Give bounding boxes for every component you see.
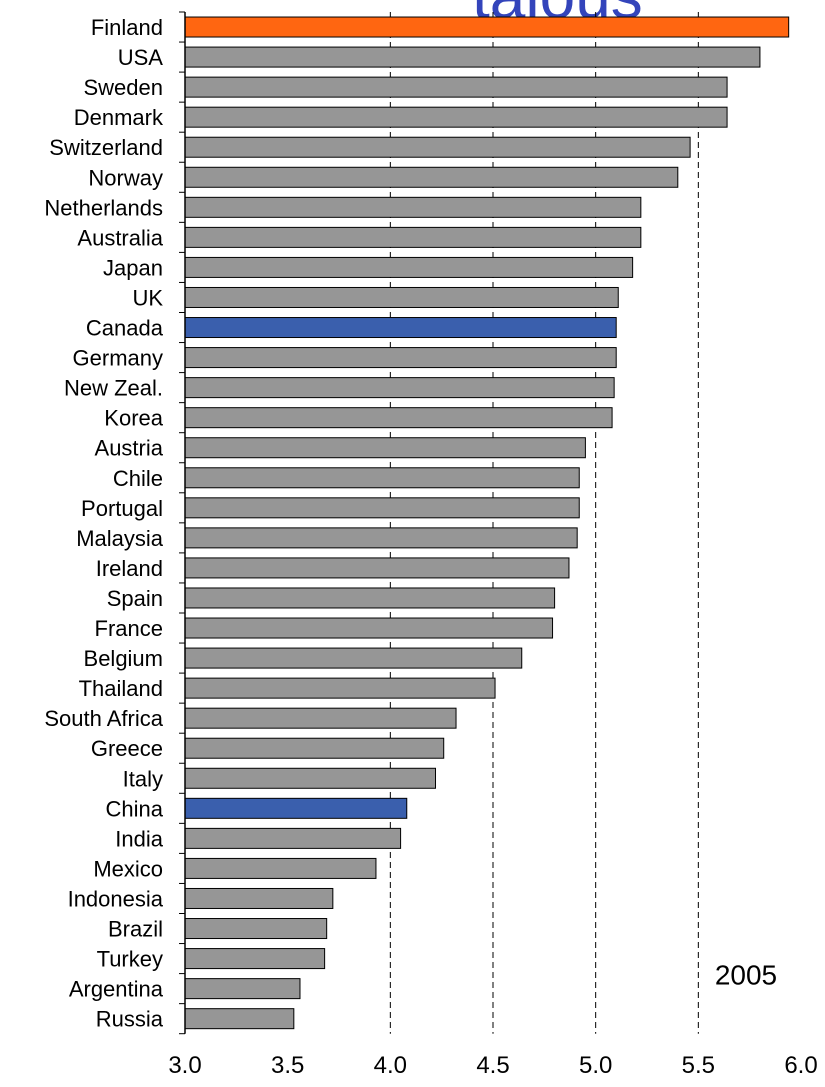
category-labels: Finland USA Sweden Denmark Switzerland Norway… bbox=[44, 15, 164, 1032]
category-label: Brazil bbox=[108, 917, 163, 942]
category-label: Belgium bbox=[84, 646, 163, 671]
category-label: Thailand bbox=[79, 676, 163, 701]
category-label: Spain bbox=[107, 586, 163, 611]
bar-1 bbox=[184, 46, 761, 68]
bar-13 bbox=[184, 407, 613, 429]
bar-15 bbox=[184, 467, 580, 489]
category-label: Chile bbox=[113, 466, 163, 491]
bar-4 bbox=[184, 136, 691, 158]
category-label: India bbox=[115, 826, 163, 851]
category-label: Indonesia bbox=[68, 886, 164, 911]
bar-7 bbox=[184, 226, 642, 248]
year-annotation: 2005 bbox=[715, 960, 777, 991]
x-tick-label: 4.5 bbox=[476, 1052, 509, 1079]
bar-12 bbox=[184, 377, 615, 399]
category-label: Malaysia bbox=[76, 526, 164, 551]
bar-22 bbox=[184, 677, 496, 699]
bars bbox=[184, 16, 790, 1030]
bar-17 bbox=[184, 527, 578, 549]
category-label: Russia bbox=[96, 1007, 164, 1032]
bar-30 bbox=[184, 918, 328, 940]
bar-3 bbox=[184, 106, 728, 128]
category-label: Switzerland bbox=[49, 135, 163, 160]
y-axis-ticks bbox=[179, 11, 185, 1035]
bar-11 bbox=[184, 347, 617, 369]
bar-24 bbox=[184, 737, 445, 759]
category-label: Ireland bbox=[96, 556, 163, 581]
x-tick-label: 5.5 bbox=[682, 1052, 715, 1079]
category-label: Turkey bbox=[97, 947, 163, 972]
bar-32 bbox=[184, 978, 301, 1000]
x-tick-labels: 3.0 3.5 4.0 4.5 5.0 5.5 6.0 bbox=[168, 1052, 817, 1079]
category-label: Norway bbox=[88, 165, 163, 190]
x-tick-label: 5.0 bbox=[579, 1052, 612, 1079]
bar-21 bbox=[184, 647, 523, 669]
category-label: Australia bbox=[77, 225, 163, 250]
bar-5 bbox=[184, 166, 679, 188]
category-label: Portugal bbox=[81, 496, 163, 521]
bar-26 bbox=[184, 797, 408, 819]
category-label: China bbox=[106, 796, 164, 821]
x-tick-label: 3.5 bbox=[271, 1052, 304, 1079]
bar-8 bbox=[184, 256, 634, 278]
category-label: UK bbox=[132, 285, 163, 310]
x-tick-label: 4.0 bbox=[374, 1052, 407, 1079]
category-label: Greece bbox=[91, 736, 163, 761]
category-label: France bbox=[95, 616, 163, 641]
x-tick-label: 3.0 bbox=[168, 1052, 201, 1079]
category-label: Sweden bbox=[83, 75, 163, 100]
category-label: Finland bbox=[91, 15, 163, 40]
category-label: Netherlands bbox=[44, 195, 163, 220]
bar-19 bbox=[184, 587, 556, 609]
bar-29 bbox=[184, 887, 334, 909]
category-label: Korea bbox=[104, 406, 163, 431]
bar-33 bbox=[184, 1008, 295, 1030]
bar-31 bbox=[184, 948, 326, 970]
category-label: Mexico bbox=[93, 856, 163, 881]
category-label: South Africa bbox=[44, 706, 163, 731]
bar-28 bbox=[184, 857, 377, 879]
bar-27 bbox=[184, 827, 402, 849]
bar-25 bbox=[184, 767, 437, 789]
bar-20 bbox=[184, 617, 554, 639]
category-label: USA bbox=[118, 45, 164, 70]
category-label: New Zeal. bbox=[64, 376, 163, 401]
bar-0 bbox=[184, 16, 790, 38]
bar-2 bbox=[184, 76, 728, 98]
category-label: Canada bbox=[86, 316, 164, 341]
bar-10 bbox=[184, 317, 617, 339]
category-label: Argentina bbox=[69, 977, 164, 1002]
category-label: Japan bbox=[103, 255, 163, 280]
bar-23 bbox=[184, 707, 457, 729]
bar-9 bbox=[184, 286, 619, 308]
category-label: Denmark bbox=[74, 105, 164, 130]
x-tick-label: 6.0 bbox=[784, 1052, 817, 1079]
bar-18 bbox=[184, 557, 570, 579]
category-label: Italy bbox=[123, 766, 163, 791]
bar-6 bbox=[184, 196, 642, 218]
category-label: Germany bbox=[73, 346, 163, 371]
bar-16 bbox=[184, 497, 580, 519]
grid-lines bbox=[389, 12, 699, 1034]
category-label: Austria bbox=[95, 436, 164, 461]
bar-14 bbox=[184, 437, 586, 459]
